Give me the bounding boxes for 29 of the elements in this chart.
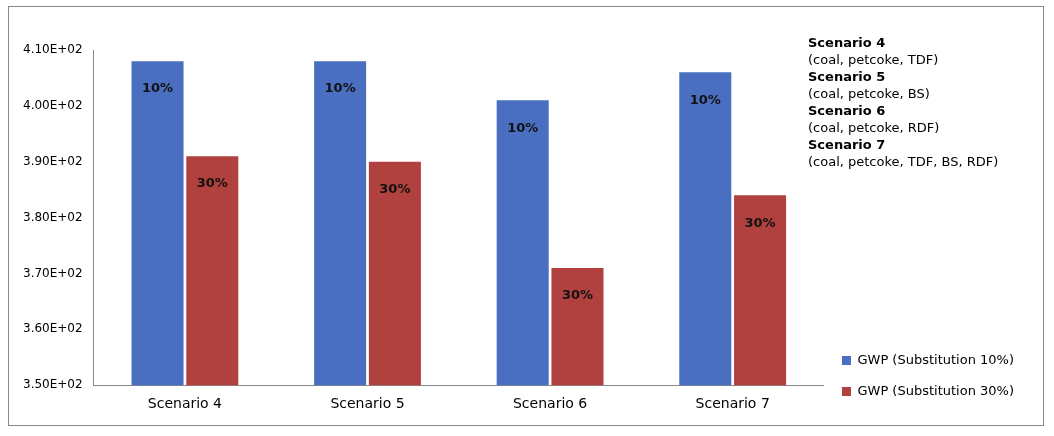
x-tick-label: Scenario 4 xyxy=(147,395,223,412)
y-tick-label: 4.10E+02 xyxy=(23,42,83,57)
legend-label: GWP (Substitution 30%) xyxy=(857,382,1015,398)
y-tick-label: 3.70E+02 xyxy=(23,265,83,280)
annotation: 30% xyxy=(744,214,776,230)
annotation: 10% xyxy=(141,80,174,96)
annotation: (coal, petcoke, TDF) xyxy=(808,51,940,68)
annotation: (coal, petcoke, BS) xyxy=(808,85,931,102)
y-tick-label: 4.00E+02 xyxy=(23,97,83,112)
annotation: Scenario 4 xyxy=(808,34,887,51)
x-tick-label: Scenario 5 xyxy=(330,395,405,412)
annotation: 10% xyxy=(324,80,356,96)
annotation: (coal, petcoke, RDF) xyxy=(808,119,941,136)
x-tick-label: Scenario 7 xyxy=(695,395,770,412)
legend-label: GWP (Substitution 10%) xyxy=(857,351,1015,367)
annotation: 10% xyxy=(689,91,721,107)
x-tick-label: Scenario 6 xyxy=(512,395,588,412)
annotation: 10% xyxy=(507,119,539,135)
y-tick-label: 3.90E+02 xyxy=(23,153,83,168)
annotation: Scenario 6 xyxy=(808,102,887,119)
annotation: 30% xyxy=(196,175,228,191)
y-tick-label: 3.60E+02 xyxy=(23,321,83,336)
y-tick-label: 3.80E+02 xyxy=(23,209,83,224)
annotation: 30% xyxy=(379,181,411,197)
annotation: (coal, petcoke, TDF, BS, RDF) xyxy=(808,153,999,170)
annotation: Scenario 5 xyxy=(808,68,887,85)
y-tick-label: 3.50E+02 xyxy=(23,377,83,392)
annotation: 30% xyxy=(561,287,594,303)
annotation: Scenario 7 xyxy=(808,136,887,153)
